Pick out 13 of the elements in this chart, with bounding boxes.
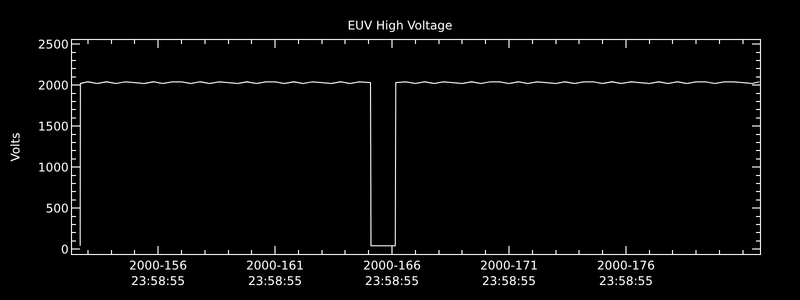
- y-tick-label: 2500: [38, 37, 69, 52]
- chart-title: EUV High Voltage: [348, 18, 452, 32]
- y-tick-label: 0: [60, 242, 69, 256]
- y-tick-label: 500: [46, 201, 69, 216]
- y-axis-title: Volts: [8, 132, 22, 162]
- x-tick-label: 2000-161 23:58:55: [246, 258, 304, 288]
- x-tick-label: 2000-171 23:58:55: [480, 258, 538, 288]
- x-tick-label: 2000-166 23:58:55: [363, 258, 421, 288]
- y-tick-label: 1500: [38, 119, 69, 134]
- y-tick-label: 1000: [38, 160, 69, 174]
- x-tick-label: 2000-176 23:58:55: [597, 258, 655, 288]
- y-tick-label: 2000: [38, 78, 69, 92]
- x-tick-label: 2000-156 23:58:55: [129, 258, 187, 288]
